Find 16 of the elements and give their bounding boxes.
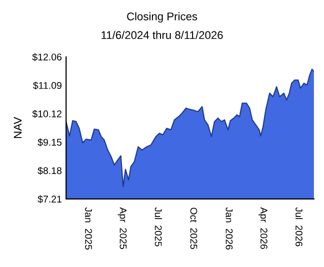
x-tick-label: Jan 2026 <box>226 207 233 250</box>
chart-title: Closing Prices <box>127 12 198 23</box>
y-tick-label: $7.21 <box>38 195 62 204</box>
y-tick-label: $8.18 <box>38 166 62 175</box>
y-tick-label: $11.09 <box>33 82 62 90</box>
x-tick-label: Jan 2025 <box>85 207 92 250</box>
x-tick-label: Oct 2025 <box>190 208 198 249</box>
x-tick-label: Apr 2025 <box>118 207 127 249</box>
x-tick-label: Jul 2025 <box>154 207 162 246</box>
chart-subtitle: 11/6/2024 thru 8/11/2026 <box>102 30 223 40</box>
y-tick-label: $10.12 <box>32 110 62 118</box>
y-axis-title: NAV <box>14 116 22 138</box>
x-tick-label: Apr 2026 <box>258 207 268 249</box>
y-tick-label: $12.06 <box>32 53 62 62</box>
y-tick-label: $9.15 <box>38 138 62 146</box>
x-tick-label: Jul 2026 <box>296 207 303 246</box>
